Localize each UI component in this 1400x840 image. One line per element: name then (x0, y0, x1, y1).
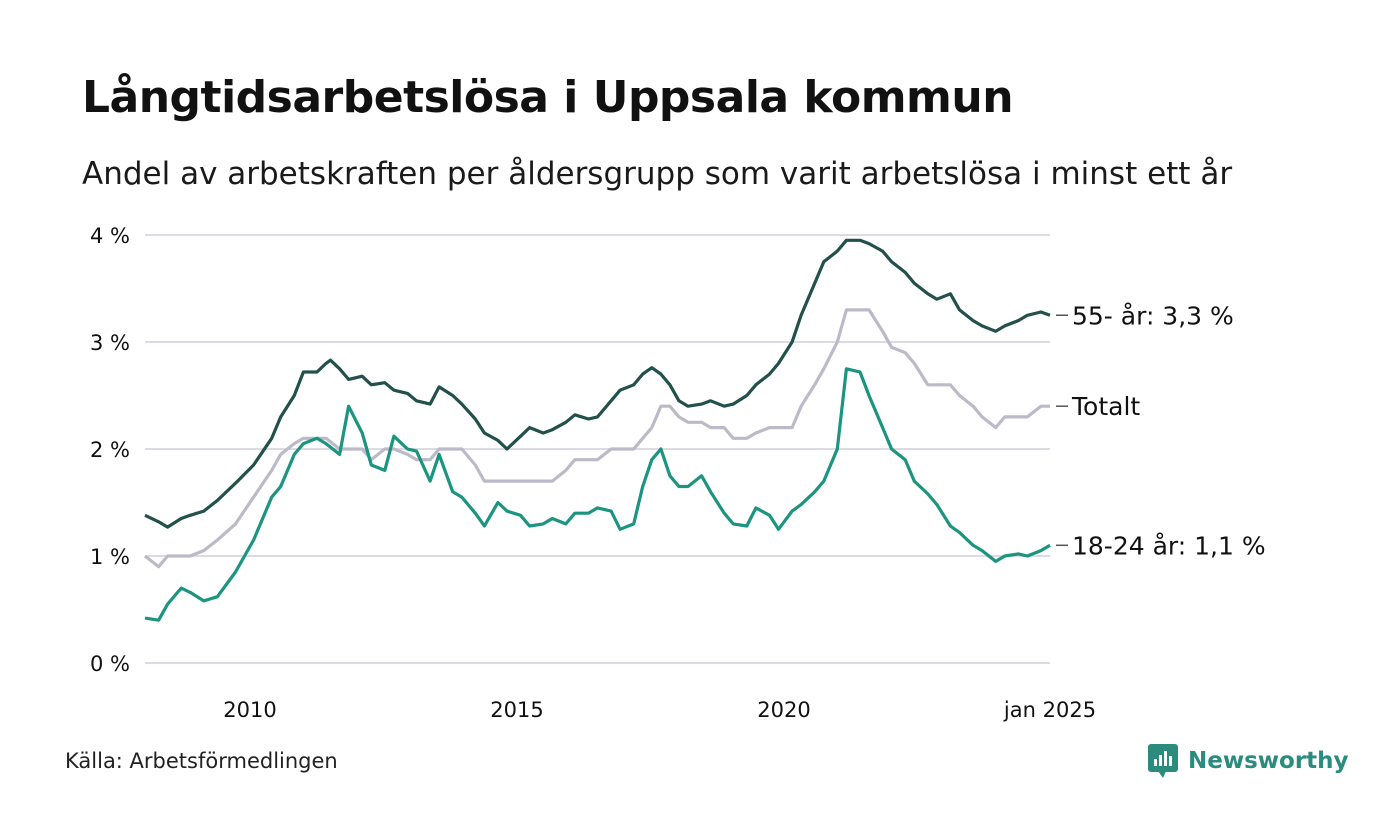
x-tick-label: 2020 (757, 698, 810, 722)
series-end-label: 18-24 år: 1,1 % (1072, 531, 1266, 560)
series-line-18-24-r (144, 367, 1051, 622)
y-axis-tick-labels: 0 % 1 % 2 % 3 % 4 % (90, 224, 130, 676)
gridlines (145, 234, 1050, 664)
chart-title: Långtidsarbetslösa i Uppsala kommun (82, 72, 1014, 123)
y-tick-label: 0 % (90, 652, 130, 676)
brand-name: Newsworthy (1188, 748, 1349, 774)
series-lines (144, 238, 1051, 622)
x-tick-label: 2010 (223, 698, 276, 722)
series-end-labels: Totalt 55- år: 3,3 % 18-24 år: 1,1 % (1056, 301, 1266, 560)
source-note: Källa: Arbetsförmedlingen (65, 749, 338, 773)
y-tick-label: 4 % (90, 224, 130, 248)
series-end-label: Totalt (1071, 392, 1140, 421)
y-tick-label: 2 % (90, 438, 130, 462)
series-end-label: 55- år: 3,3 % (1072, 301, 1234, 330)
chart-subtitle: Andel av arbetskraften per åldersgrupp s… (82, 156, 1233, 192)
y-tick-label: 3 % (90, 331, 130, 355)
newsworthy-logo-icon (1148, 744, 1178, 778)
series-line-totalt (144, 308, 1050, 569)
brand-logo[interactable]: Newsworthy (1148, 744, 1349, 778)
x-tick-label: jan 2025 (1003, 698, 1096, 722)
y-tick-label: 1 % (90, 545, 130, 569)
x-axis-tick-labels: 2010 2015 2020 jan 2025 (223, 698, 1096, 722)
x-tick-label: 2015 (490, 698, 543, 722)
series-line-55-r (144, 238, 1051, 529)
